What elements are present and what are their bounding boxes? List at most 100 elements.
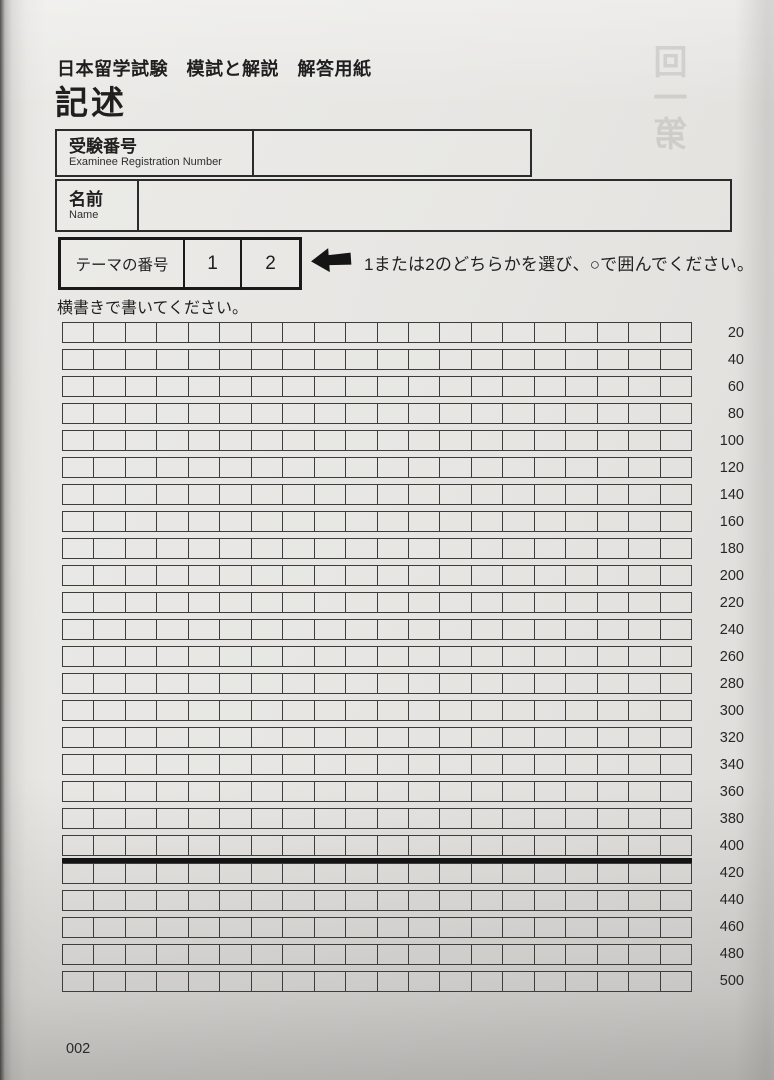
grid-cell[interactable] [503, 836, 535, 855]
grid-cell[interactable] [157, 836, 189, 855]
grid-cell[interactable] [409, 891, 441, 910]
grid-cell[interactable] [378, 323, 409, 342]
grid-cell[interactable] [598, 404, 630, 423]
grid-cell[interactable] [409, 485, 441, 504]
grid-cell[interactable] [283, 566, 315, 585]
grid-cell[interactable] [472, 647, 504, 666]
grid-cell[interactable] [283, 323, 315, 342]
grid-cell[interactable] [157, 701, 189, 720]
grid-cell[interactable] [472, 945, 504, 964]
grid-cell[interactable] [661, 836, 691, 855]
grid-cell[interactable] [598, 864, 630, 883]
grid-cell[interactable] [283, 809, 315, 828]
grid-cell[interactable] [440, 350, 472, 369]
grid-cell[interactable] [472, 972, 504, 991]
grid-cell[interactable] [661, 972, 691, 991]
grid-cell[interactable] [503, 728, 535, 747]
grid-cell[interactable] [63, 809, 95, 828]
grid-cell[interactable] [409, 864, 441, 883]
grid-cell[interactable] [440, 485, 472, 504]
grid-cell[interactable] [157, 945, 189, 964]
grid-cell[interactable] [157, 674, 189, 693]
grid-cell[interactable] [535, 972, 567, 991]
grid-cell[interactable] [472, 431, 504, 450]
grid-cell[interactable] [252, 864, 284, 883]
grid-cell[interactable] [63, 674, 95, 693]
grid-cell[interactable] [661, 458, 691, 477]
grid-cell[interactable] [440, 323, 472, 342]
grid-cell[interactable] [252, 485, 284, 504]
grid-cell[interactable] [503, 404, 535, 423]
grid-cell[interactable] [566, 566, 598, 585]
grid-cell[interactable] [346, 782, 378, 801]
grid-cell[interactable] [94, 836, 126, 855]
grid-cell[interactable] [409, 836, 441, 855]
grid-cell[interactable] [346, 512, 378, 531]
theme-option-2[interactable]: 2 [265, 252, 276, 274]
grid-cell[interactable] [440, 782, 472, 801]
grid-cell[interactable] [629, 539, 661, 558]
grid-cell[interactable] [472, 728, 504, 747]
grid-cell[interactable] [283, 512, 315, 531]
grid-cell[interactable] [220, 782, 252, 801]
grid-cell[interactable] [252, 891, 284, 910]
grid-cell[interactable] [535, 512, 567, 531]
grid-cell[interactable] [157, 485, 189, 504]
grid-cell[interactable] [598, 539, 630, 558]
grid-cell[interactable] [629, 945, 661, 964]
grid-cell[interactable] [661, 485, 691, 504]
grid-cell[interactable] [126, 593, 158, 612]
grid-cell[interactable] [126, 323, 158, 342]
grid-cell[interactable] [63, 945, 95, 964]
grid-cell[interactable] [346, 431, 378, 450]
grid-cell[interactable] [661, 647, 691, 666]
grid-cell[interactable] [472, 539, 504, 558]
grid-cell[interactable] [220, 755, 252, 774]
grid-cell[interactable] [661, 891, 691, 910]
grid-cell[interactable] [283, 674, 315, 693]
grid-cell[interactable] [126, 864, 158, 883]
grid-cell[interactable] [126, 458, 158, 477]
grid-cell[interactable] [346, 539, 378, 558]
grid-cell[interactable] [629, 918, 661, 937]
grid-cell[interactable] [598, 945, 630, 964]
grid-cell[interactable] [126, 647, 158, 666]
grid-cell[interactable] [63, 404, 95, 423]
grid-cell[interactable] [409, 620, 441, 639]
grid-cell[interactable] [126, 539, 158, 558]
grid-cell[interactable] [157, 809, 189, 828]
grid-cell[interactable] [189, 972, 221, 991]
grid-cell[interactable] [409, 350, 441, 369]
grid-cell[interactable] [94, 485, 126, 504]
grid-cell[interactable] [220, 431, 252, 450]
grid-cell[interactable] [189, 918, 221, 937]
grid-cell[interactable] [566, 728, 598, 747]
grid-cell[interactable] [566, 485, 598, 504]
grid-cell[interactable] [252, 566, 284, 585]
grid-cell[interactable] [189, 323, 221, 342]
grid-cell[interactable] [535, 431, 567, 450]
grid-cell[interactable] [378, 539, 409, 558]
grid-cell[interactable] [440, 674, 472, 693]
grid-cell[interactable] [535, 674, 567, 693]
grid-cell[interactable] [157, 323, 189, 342]
grid-cell[interactable] [94, 674, 126, 693]
grid-cell[interactable] [503, 512, 535, 531]
grid-cell[interactable] [220, 864, 252, 883]
grid-cell[interactable] [378, 431, 409, 450]
grid-cell[interactable] [535, 647, 567, 666]
grid-cell[interactable] [629, 647, 661, 666]
grid-cell[interactable] [629, 809, 661, 828]
grid-cell[interactable] [378, 972, 409, 991]
grid-cell[interactable] [566, 620, 598, 639]
grid-cell[interactable] [566, 809, 598, 828]
grid-cell[interactable] [409, 512, 441, 531]
grid-cell[interactable] [94, 972, 126, 991]
grid-cell[interactable] [535, 891, 567, 910]
grid-cell[interactable] [598, 647, 630, 666]
grid-cell[interactable] [378, 836, 409, 855]
grid-cell[interactable] [598, 755, 630, 774]
grid-cell[interactable] [409, 404, 441, 423]
grid-cell[interactable] [566, 945, 598, 964]
grid-cell[interactable] [472, 404, 504, 423]
